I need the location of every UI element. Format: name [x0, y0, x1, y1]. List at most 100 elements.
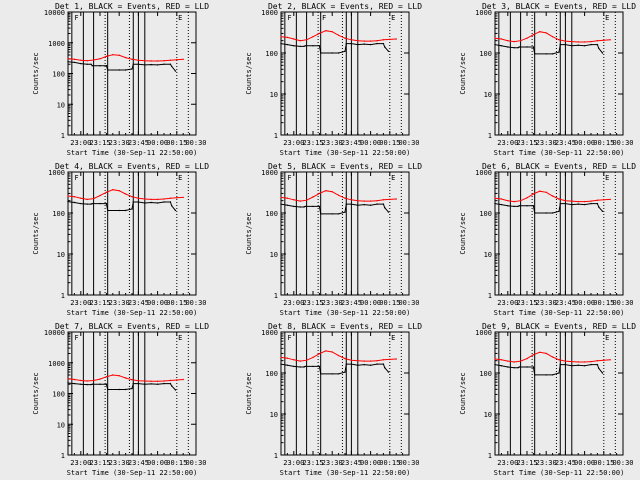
events-data-point	[163, 382, 165, 385]
lld-data-point	[169, 59, 172, 61]
x-tick-label: 23:00	[70, 459, 91, 467]
x-tick-label: 23:30	[536, 139, 557, 147]
y-tick-label: 10	[484, 91, 492, 99]
events-data-point	[384, 367, 386, 369]
lld-data-point	[318, 353, 321, 355]
y-tick-label: 1000	[261, 329, 278, 337]
x-tick-label: 23:30	[109, 459, 130, 467]
events-data-point	[601, 210, 604, 212]
events-data-point	[318, 205, 321, 208]
events-series-line	[280, 203, 389, 215]
events-data-point	[304, 45, 306, 47]
y-tick-label: 1	[61, 452, 65, 460]
events-data-point	[331, 52, 333, 54]
events-data-point	[303, 366, 305, 368]
lld-data-point	[519, 200, 522, 202]
lld-data-point	[583, 200, 586, 203]
y-tick-label: 1	[274, 132, 278, 140]
events-data-point	[304, 365, 306, 368]
x-tick-label: 00:00	[360, 299, 381, 307]
lld-data-point	[92, 379, 95, 382]
lld-data-point	[182, 58, 184, 60]
events-data-point	[86, 203, 88, 205]
events-data-point	[107, 388, 109, 391]
events-data-point	[376, 42, 378, 45]
lld-data-point	[507, 40, 509, 42]
events-data-point	[363, 203, 365, 206]
lld-data-point	[539, 190, 541, 192]
x-tick-label: 23:45	[341, 299, 362, 307]
events-series-line	[280, 363, 389, 375]
lld-data-point	[286, 36, 289, 39]
events-data-point	[131, 387, 133, 390]
y-tick-label: 1000	[475, 9, 492, 17]
events-data-point	[80, 202, 82, 205]
lld-data-point	[80, 379, 82, 382]
events-data-point	[280, 363, 282, 365]
events-data-point	[357, 204, 359, 206]
y-axis-label: Counts/sec	[245, 372, 253, 414]
x-axis-label: Start Time (30-Sep-11 22:50:00)	[280, 149, 411, 157]
lld-data-point	[92, 197, 95, 200]
lld-data-point	[112, 374, 114, 376]
x-tick-label: 23:30	[322, 299, 343, 307]
lld-data-point	[73, 196, 76, 198]
lld-data-point	[325, 190, 327, 192]
lld-data-point	[603, 359, 605, 361]
lld-data-point	[609, 198, 611, 201]
marker-label: F	[287, 174, 291, 182]
lld-data-point	[526, 197, 528, 199]
events-data-point	[163, 201, 165, 203]
events-data-point	[513, 205, 515, 208]
events-data-point	[318, 365, 321, 368]
events-data-point	[577, 364, 579, 366]
events-data-point	[107, 209, 109, 212]
x-tick-label: 23:15	[89, 459, 110, 467]
lld-data-point	[118, 54, 120, 56]
events-data-point	[80, 62, 82, 65]
lld-data-point	[577, 361, 579, 363]
events-data-point	[534, 212, 536, 214]
events-data-point	[551, 374, 554, 376]
x-tick-label: 23:45	[128, 299, 149, 307]
x-tick-label: 23:00	[497, 459, 518, 467]
lld-data-point	[545, 191, 547, 193]
lld-data-point	[494, 37, 496, 39]
x-tick-label: 00:00	[574, 459, 595, 467]
panel-title: Det 4, BLACK = Events, RED = LLD	[55, 162, 209, 171]
lld-data-point	[500, 198, 503, 200]
events-data-point	[596, 202, 599, 205]
x-tick-label: 00:30	[185, 299, 206, 307]
x-tick-label: 00:00	[574, 299, 595, 307]
events-data-point	[596, 363, 599, 366]
marker-label: F	[287, 14, 291, 22]
events-data-point	[350, 42, 353, 45]
events-data-point	[99, 383, 101, 385]
lld-data-point	[299, 40, 301, 42]
lld-data-point	[500, 38, 503, 40]
lld-data-point	[331, 31, 333, 33]
lld-data-point	[318, 192, 321, 195]
events-data-point	[571, 45, 573, 47]
x-tick-label: 23:30	[322, 459, 343, 467]
lld-data-point	[344, 37, 346, 39]
y-tick-label: 10	[484, 411, 492, 419]
events-data-point	[590, 363, 592, 366]
events-data-point	[518, 205, 520, 207]
events-data-point	[598, 206, 600, 208]
marker-label: F	[74, 14, 78, 22]
events-data-point	[369, 43, 372, 46]
y-tick-label: 10000	[44, 9, 65, 17]
lld-data-point	[156, 380, 159, 382]
events-data-point	[551, 212, 554, 214]
events-data-point	[67, 61, 69, 63]
lld-data-point	[526, 37, 528, 39]
events-series-line	[494, 203, 603, 214]
marker-label: F	[287, 334, 291, 342]
lld-data-point	[590, 200, 592, 202]
events-data-point	[137, 63, 140, 65]
lld-data-point	[156, 198, 159, 201]
lld-data-point	[86, 60, 88, 62]
events-data-point	[558, 372, 560, 374]
events-data-point	[551, 53, 554, 55]
